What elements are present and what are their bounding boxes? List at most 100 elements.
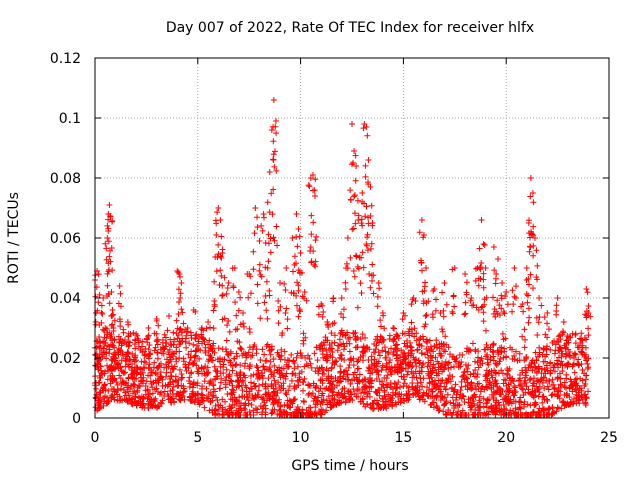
data-point bbox=[461, 399, 468, 406]
data-point bbox=[539, 365, 546, 372]
data-point bbox=[166, 381, 173, 388]
data-point bbox=[536, 295, 543, 301]
data-point bbox=[547, 346, 554, 353]
data-point bbox=[167, 369, 174, 376]
data-point bbox=[176, 396, 183, 403]
data-point bbox=[494, 347, 501, 354]
data-point bbox=[526, 361, 533, 368]
data-point bbox=[215, 411, 222, 418]
data-point bbox=[117, 336, 124, 343]
data-point bbox=[310, 187, 317, 194]
data-point bbox=[585, 325, 592, 332]
data-point bbox=[279, 329, 286, 336]
data-point bbox=[409, 296, 416, 303]
data-point bbox=[204, 364, 211, 371]
data-point bbox=[126, 342, 133, 349]
data-point bbox=[283, 305, 290, 312]
data-point bbox=[367, 245, 374, 252]
data-point bbox=[103, 256, 110, 263]
data-point bbox=[310, 398, 317, 405]
data-point bbox=[275, 320, 282, 327]
data-point bbox=[299, 352, 306, 359]
data-point bbox=[151, 347, 158, 354]
data-point bbox=[293, 354, 300, 361]
data-point bbox=[295, 267, 302, 274]
data-point bbox=[534, 412, 541, 418]
data-point bbox=[207, 377, 214, 384]
data-point bbox=[542, 331, 549, 338]
data-point bbox=[416, 396, 423, 403]
data-point bbox=[571, 355, 578, 361]
data-point bbox=[347, 197, 354, 204]
data-point bbox=[139, 403, 146, 410]
data-point bbox=[310, 219, 317, 226]
data-point bbox=[391, 325, 398, 332]
data-point bbox=[373, 389, 380, 396]
data-point bbox=[530, 252, 537, 259]
data-point bbox=[176, 354, 183, 361]
data-point bbox=[301, 289, 308, 295]
data-point bbox=[269, 211, 276, 218]
data-point bbox=[476, 393, 483, 400]
data-point bbox=[369, 261, 376, 268]
data-point bbox=[193, 342, 200, 349]
data-point bbox=[319, 313, 326, 320]
data-point bbox=[462, 310, 469, 317]
data-point bbox=[293, 302, 300, 309]
data-point bbox=[362, 173, 369, 180]
data-point bbox=[104, 235, 111, 241]
data-point bbox=[305, 391, 312, 398]
data-point bbox=[527, 175, 534, 181]
data-point bbox=[419, 392, 426, 399]
data-point bbox=[554, 338, 561, 345]
data-point bbox=[521, 401, 528, 408]
data-point bbox=[277, 303, 284, 310]
data-point bbox=[390, 325, 397, 331]
data-point bbox=[359, 378, 366, 385]
data-point bbox=[453, 396, 460, 403]
data-point bbox=[533, 314, 540, 321]
data-point bbox=[204, 370, 211, 377]
data-point bbox=[337, 363, 344, 370]
data-point bbox=[97, 339, 104, 346]
data-point bbox=[408, 301, 415, 308]
data-point bbox=[319, 390, 326, 397]
data-point bbox=[365, 157, 372, 163]
data-point bbox=[349, 226, 356, 233]
data-point bbox=[463, 279, 470, 286]
data-point bbox=[362, 348, 369, 355]
data-point bbox=[403, 397, 410, 404]
data-point bbox=[227, 377, 234, 384]
data-point bbox=[324, 337, 331, 344]
data-point bbox=[347, 380, 354, 387]
data-point bbox=[286, 383, 293, 390]
data-point bbox=[492, 411, 499, 418]
data-point bbox=[156, 376, 163, 383]
data-point bbox=[300, 330, 307, 337]
data-point bbox=[414, 346, 421, 353]
data-point bbox=[338, 329, 345, 336]
data-point bbox=[425, 359, 432, 366]
data-point bbox=[96, 379, 103, 386]
data-point bbox=[331, 332, 338, 339]
data-point bbox=[224, 351, 231, 358]
data-point bbox=[432, 307, 439, 314]
data-point bbox=[134, 332, 141, 339]
data-point bbox=[195, 395, 202, 402]
data-point bbox=[281, 412, 288, 418]
data-point bbox=[297, 250, 304, 256]
data-point bbox=[284, 316, 291, 323]
data-point bbox=[463, 291, 470, 298]
data-point bbox=[215, 406, 222, 413]
data-point bbox=[558, 352, 565, 359]
data-point bbox=[456, 401, 463, 408]
data-point bbox=[350, 159, 357, 166]
data-point bbox=[560, 319, 567, 325]
data-point bbox=[445, 376, 452, 383]
data-point bbox=[533, 274, 540, 281]
data-point bbox=[120, 386, 127, 393]
data-point bbox=[576, 344, 583, 351]
data-point bbox=[584, 360, 591, 367]
data-point bbox=[334, 377, 341, 384]
data-point bbox=[294, 350, 301, 357]
